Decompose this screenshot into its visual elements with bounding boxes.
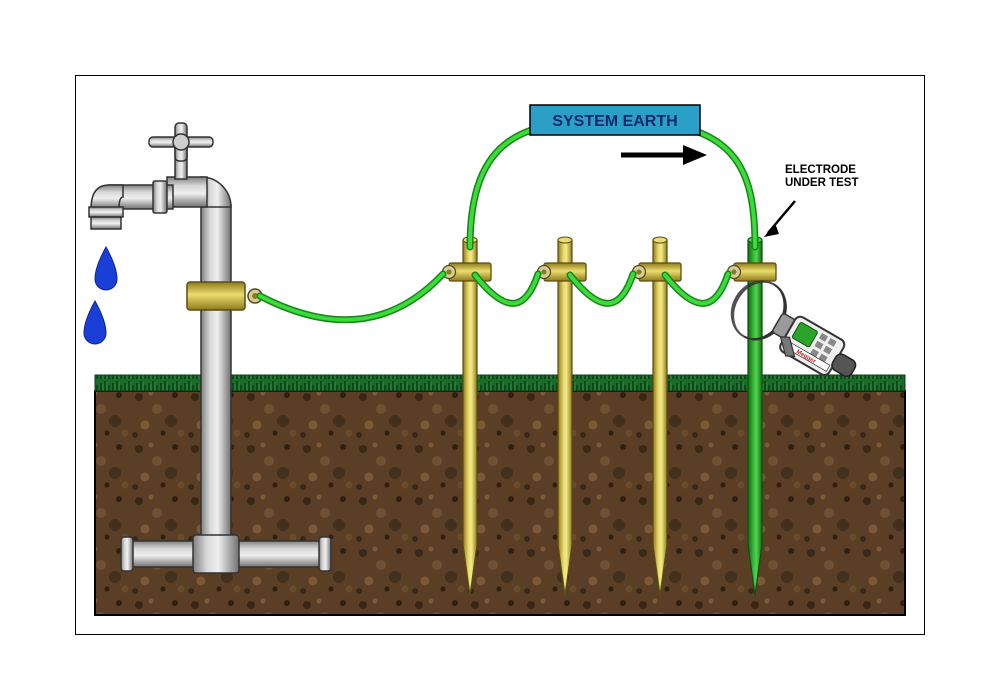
system-earth-label: SYSTEM EARTH bbox=[530, 105, 700, 135]
system-earth-text: SYSTEM EARTH bbox=[552, 113, 677, 130]
earth-test-diagram: SYSTEM EARTH ELECTRODE UNDER TEST bbox=[75, 75, 925, 635]
diagram-svg: SYSTEM EARTH ELECTRODE UNDER TEST bbox=[75, 75, 925, 635]
eut-label: ELECTRODE UNDER TEST bbox=[785, 164, 859, 189]
